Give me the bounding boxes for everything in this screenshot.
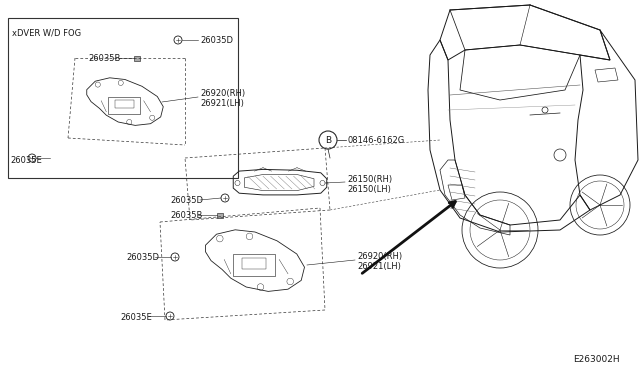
Bar: [217, 212, 223, 218]
Bar: [134, 55, 140, 61]
Text: 26150(RH): 26150(RH): [347, 174, 392, 183]
Text: 26035B: 26035B: [170, 211, 202, 219]
Text: 26920(RH): 26920(RH): [200, 89, 245, 97]
Text: 26035D: 26035D: [170, 196, 203, 205]
Text: 26150(LH): 26150(LH): [347, 185, 391, 193]
Bar: [8, 18, 238, 178]
Text: 26035D: 26035D: [200, 35, 233, 45]
Text: 26921(LH): 26921(LH): [200, 99, 244, 108]
Text: 26035B: 26035B: [88, 54, 120, 62]
Text: B: B: [325, 135, 331, 144]
Text: xDVER W/D FOG: xDVER W/D FOG: [12, 28, 81, 37]
Text: 26035E: 26035E: [120, 314, 152, 323]
Text: 08146-6162G: 08146-6162G: [348, 135, 405, 144]
Text: E263002H: E263002H: [573, 356, 620, 365]
Text: 26035D: 26035D: [126, 253, 159, 262]
Text: 26920(RH): 26920(RH): [357, 253, 402, 262]
Text: 26035E: 26035E: [10, 155, 42, 164]
Text: 26921(LH): 26921(LH): [357, 263, 401, 272]
